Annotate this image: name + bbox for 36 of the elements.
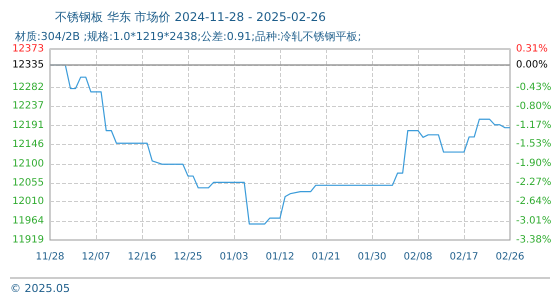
y2-tick-label: -2.27% xyxy=(516,177,552,188)
x-tick-label: 12/07 xyxy=(82,252,110,262)
y-tick-label: 12237 xyxy=(12,100,44,112)
x-tick-label: 12/16 xyxy=(128,252,156,262)
y2-tick-label: -0.80% xyxy=(516,100,552,112)
x-tick-label: 01/21 xyxy=(312,252,340,262)
y2-tick-label: -0.43% xyxy=(516,82,552,93)
y-tick-label: 11964 xyxy=(12,216,44,227)
y-tick-label: 12010 xyxy=(12,196,44,208)
y2-tick-label: -1.90% xyxy=(516,158,552,169)
y2-tick-label: -1.53% xyxy=(516,138,552,150)
x-tick-label: 01/30 xyxy=(358,252,386,262)
y-tick-label: 12282 xyxy=(12,82,44,93)
y-tick-label: 11919 xyxy=(12,234,44,246)
x-tick-label: 01/12 xyxy=(266,252,294,262)
text: © 2025.05 xyxy=(10,282,70,295)
y2-tick-label: 0.00% xyxy=(516,60,548,71)
y-tick-label: 12100 xyxy=(12,158,44,170)
y-tick-label: 12373 xyxy=(12,44,44,54)
chart-subtitle: 材质:304/2B ;规格:1.0*1219*2438;公差:0.91;品种:冷轧不锈钢平板; xyxy=(14,30,362,43)
y-tick-label: 12335 xyxy=(12,59,44,70)
x-tick-label: 02/17 xyxy=(450,252,478,262)
chart-title: 不锈钢板 华东 市场价 2024-11-28 - 2025-02-26 xyxy=(55,10,326,24)
y2-tick-label: -2.64% xyxy=(516,196,552,208)
y-tick-label: 12146 xyxy=(12,139,44,150)
y2-tick-label: -1.17% xyxy=(516,120,552,132)
y2-tick-label: 0.31% xyxy=(516,44,548,54)
y-tick-label: 12055 xyxy=(12,177,44,188)
y-tick-label: 12191 xyxy=(12,120,44,132)
y2-tick-label: -3.01% xyxy=(516,215,552,226)
x-tick-label: 02/26 xyxy=(496,252,524,262)
x-tick-label: 11/28 xyxy=(36,252,64,262)
x-tick-label: 12/25 xyxy=(174,252,202,262)
y2-tick-label: -3.38% xyxy=(516,234,552,246)
x-tick-label: 02/08 xyxy=(404,252,432,262)
x-tick-label: 01/03 xyxy=(220,252,248,262)
